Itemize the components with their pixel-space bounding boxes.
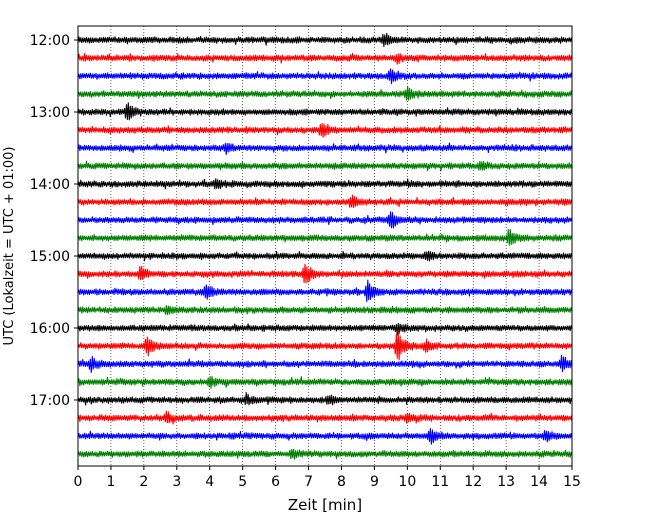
grid [110, 26, 540, 466]
trace-line [77, 228, 573, 246]
trace-line [77, 68, 573, 85]
y-tick-label: 17:00 [30, 393, 70, 409]
x-tick-label: 10 [398, 474, 416, 490]
x-axis: 0 1 2 3 4 5 6 7 8 9 10 11 12 13 14 15 [74, 466, 581, 490]
y-tick-label: 12:00 [30, 33, 70, 49]
x-tick-label: 8 [337, 474, 346, 490]
trace-line [77, 142, 573, 156]
x-axis-label: Zeit [min] [288, 496, 362, 514]
x-tick-label: 2 [139, 474, 148, 490]
x-tick-label: 15 [563, 474, 581, 490]
x-tick-label: 3 [172, 474, 181, 490]
plot-background [78, 26, 572, 466]
x-tick-label: 6 [271, 474, 280, 490]
trace-line [77, 178, 573, 190]
trace-line [77, 86, 573, 101]
y-tick-label: 16:00 [30, 321, 70, 337]
x-tick-label: 9 [370, 474, 379, 490]
trace-line [77, 448, 573, 460]
trace-line [77, 194, 573, 208]
x-tick-label: 1 [106, 474, 115, 490]
y-axis-label: UTC (Lokalzeit = UTC + 01:00) [2, 147, 17, 346]
traces [77, 32, 573, 460]
trace-line [77, 263, 573, 284]
trace-line [77, 52, 573, 65]
trace-line [77, 211, 573, 229]
x-tick-label: 4 [205, 474, 214, 490]
trace-line [77, 250, 573, 262]
plot-frame [77, 25, 573, 467]
x-tick-label: 0 [74, 474, 83, 490]
trace-line [77, 354, 573, 373]
trace-line [77, 160, 573, 172]
y-tick-label: 14:00 [30, 177, 70, 193]
trace-line [77, 304, 573, 316]
x-tick-label: 7 [304, 474, 313, 490]
trace-line [77, 322, 573, 336]
trace-line [77, 102, 573, 121]
trace-line [77, 32, 573, 48]
x-tick-label: 5 [238, 474, 247, 490]
trace-line [77, 376, 573, 389]
x-tick-label: 11 [431, 474, 449, 490]
trace-line [77, 329, 573, 361]
y-tick-label: 13:00 [30, 105, 70, 121]
trace-line [77, 428, 573, 445]
trace-line [77, 410, 573, 425]
x-tick-label: 12 [464, 474, 482, 490]
x-tick-label: 13 [497, 474, 515, 490]
trace-line [77, 391, 573, 406]
trace-line [77, 279, 573, 303]
trace-line [77, 123, 573, 138]
y-tick-label: 15:00 [30, 249, 70, 265]
y-axis: 12:00 13:00 14:00 15:00 16:00 17:00 [30, 33, 78, 409]
x-tick-label: 14 [530, 474, 548, 490]
